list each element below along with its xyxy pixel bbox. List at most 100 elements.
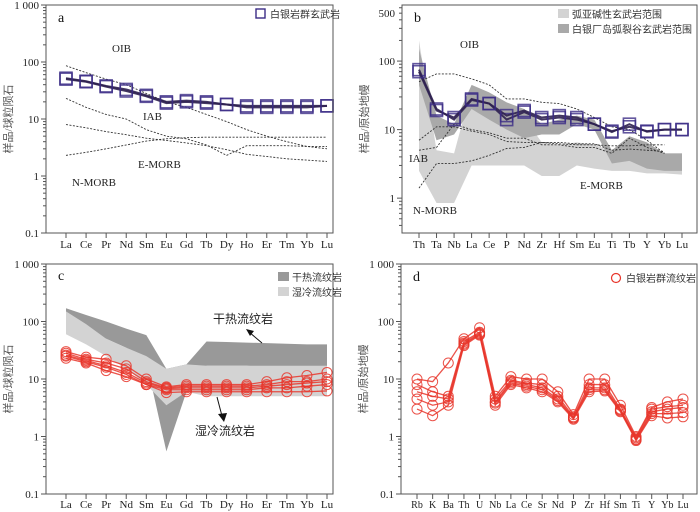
data-point-circle — [100, 357, 112, 369]
legend-square-icon — [255, 8, 266, 19]
data-point-circle — [458, 340, 470, 352]
x-tick-label: Gd — [180, 499, 194, 511]
y-tick-label: 1 — [34, 432, 40, 444]
x-tick-label: Nd — [552, 500, 564, 511]
x-tick-label: Sm — [139, 239, 154, 251]
x-tick-label: La — [506, 500, 517, 511]
reference-label-e-morb: E-MORB — [138, 159, 181, 171]
data-point-circle — [120, 360, 132, 372]
data-point-circle — [567, 413, 579, 425]
x-tick-label: Ce — [521, 500, 533, 511]
data-point-circle — [442, 399, 454, 411]
legend-swatch — [558, 24, 569, 33]
data-point-circle — [411, 386, 423, 398]
series-line — [65, 78, 328, 109]
reference-label-oib: OIB — [460, 39, 479, 51]
x-tick-label: Pr — [101, 499, 111, 511]
data-point-circle — [552, 396, 564, 408]
data-point-square — [300, 100, 314, 115]
x-tick-label: Er — [262, 499, 273, 511]
x-tick-label: Lu — [676, 239, 689, 251]
series-line — [416, 326, 684, 438]
x-tick-label: Hf — [553, 239, 565, 251]
y-tick-label: 0.1 — [25, 228, 39, 240]
annotation-dry-hot: 干热流纹岩 — [213, 311, 273, 326]
data-point-circle — [281, 386, 293, 398]
annotation-wet-cold: 湿冷流纹岩 — [195, 423, 255, 438]
legend-label: 白银岩群流纹岩 — [626, 272, 696, 285]
annotation-arrow — [216, 396, 223, 417]
x-tick-label: Dy — [220, 239, 234, 251]
data-point-square — [622, 117, 637, 131]
reference-label-n-morb: N-MORB — [413, 205, 457, 217]
x-tick-label: Th — [413, 239, 426, 251]
data-point-circle — [100, 353, 112, 365]
x-tick-label: Ce — [483, 239, 495, 251]
x-tick-label: Eu — [160, 499, 173, 511]
data-point-circle — [442, 357, 454, 369]
y-tick-label: 10 — [28, 114, 40, 126]
reference-line-iab — [65, 97, 327, 156]
legend-swatch — [558, 9, 569, 18]
legend-label: 白银厂岛弧裂谷玄武岩范围 — [572, 23, 692, 36]
range-area-0 — [66, 308, 327, 452]
x-tick-label: Ce — [80, 239, 92, 251]
panel-label: c — [58, 269, 64, 284]
data-point-square — [657, 122, 672, 137]
data-point-square — [482, 96, 496, 111]
data-point-square — [219, 97, 234, 112]
data-point-square — [179, 95, 194, 109]
y-tick-label: 100 — [378, 317, 395, 329]
panel-d: 1 000 100 10 1 0.1 样品/原始地幔 Rb K Ba Th U Nb La Ce Sr Nd P… — [356, 259, 698, 511]
reference-line-e-morb — [65, 124, 328, 162]
data-point-circle — [261, 382, 273, 394]
y-tick-label: 1 — [34, 171, 40, 183]
panel-label: a — [58, 11, 65, 26]
x-tick-label: Nb — [489, 500, 501, 511]
data-point-circle — [321, 366, 333, 378]
y-tick-label: 0.1 — [25, 489, 39, 501]
data-point-square — [239, 100, 254, 115]
x-tick-label: Gd — [180, 239, 194, 251]
x-tick-label: Sm — [614, 500, 628, 511]
y-axis-title: 样品/原始地幔 — [356, 344, 370, 413]
data-point-circle — [321, 379, 333, 391]
data-point-circle — [677, 401, 689, 413]
data-point-square — [517, 103, 532, 118]
x-tick-label: Tb — [200, 239, 213, 251]
data-point-square — [605, 125, 619, 139]
data-point-circle — [661, 412, 673, 424]
data-point-square — [99, 79, 113, 94]
legend-swatch — [278, 287, 289, 296]
data-point-circle — [140, 379, 152, 391]
reference-label-n-morb: N-MORB — [72, 177, 116, 189]
legend-label: 干热流纹岩 — [292, 271, 342, 284]
data-point-square — [259, 100, 274, 115]
x-tick-label: Lu — [677, 500, 688, 511]
data-point-square — [534, 110, 549, 125]
data-point-circle — [100, 361, 112, 373]
reference-line-n-morb — [65, 136, 327, 156]
data-point-circle — [201, 386, 213, 398]
data-point-square — [429, 103, 444, 118]
x-tick-label: La — [60, 499, 72, 511]
data-point-circle — [321, 376, 333, 388]
x-tick-label: Rb — [411, 500, 423, 511]
y-tick-label: 1 000 — [14, 0, 39, 12]
data-point-circle — [630, 435, 642, 447]
data-point-circle — [489, 399, 501, 411]
y-tick-label: 100 — [379, 56, 396, 68]
y-axis-title: 样品/球粒陨石 — [1, 344, 15, 413]
x-tick-label: K — [429, 500, 437, 511]
series-line — [65, 357, 328, 394]
data-point-circle — [411, 379, 423, 391]
data-point-circle — [536, 386, 548, 398]
x-tick-label: Ce — [80, 499, 92, 511]
data-point-circle — [221, 386, 233, 398]
reference-label-e-morb: E-MORB — [580, 180, 623, 192]
data-point-square — [552, 108, 567, 123]
data-point-square — [119, 84, 134, 98]
x-tick-label: Zr — [537, 239, 548, 251]
x-tick-label: La — [466, 239, 478, 251]
x-tick-label: Yb — [658, 239, 672, 251]
